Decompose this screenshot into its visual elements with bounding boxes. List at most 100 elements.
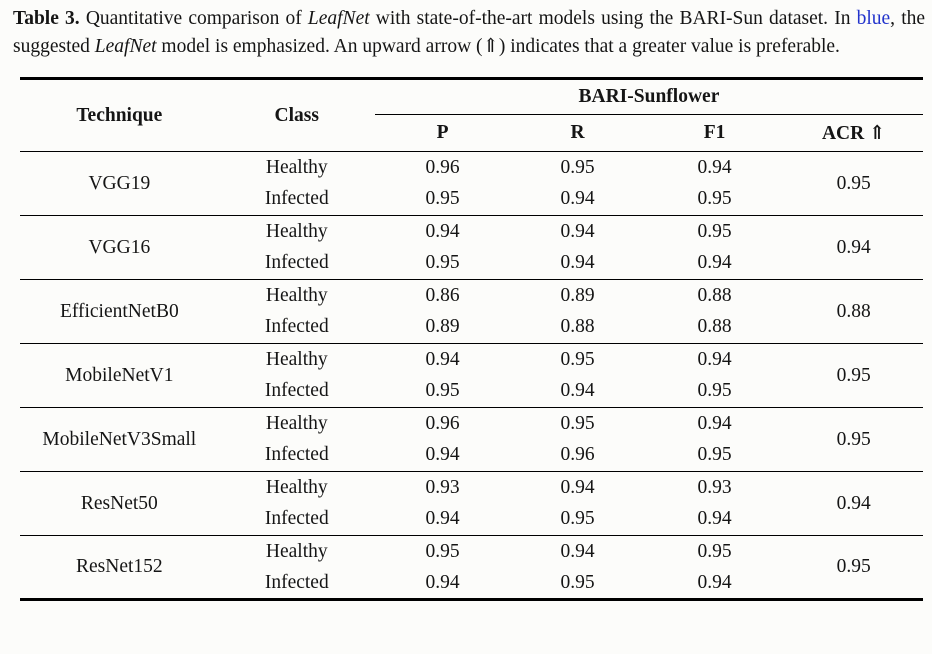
caption-blue-word: blue <box>856 8 891 29</box>
caption-text-3: , the suggested <box>13 8 926 57</box>
class-cell: Infected <box>264 444 329 466</box>
caption-leafnet-2: LeafNet <box>94 36 157 57</box>
metric-cell: 0.95 <box>425 252 460 274</box>
model-group-vgg19: VGG19 Healthy 0.96 0.95 0.94 0.95 Infect… <box>20 151 923 216</box>
caption-text-4: model is emphasized. An upward arrow (⇑)… <box>156 36 840 57</box>
table-caption: Table 3. Quantitative comparison of Leaf… <box>13 5 925 61</box>
model-group-mobilenetv3small: MobileNetV3Small Healthy 0.96 0.95 0.94 … <box>20 407 923 472</box>
metric-cell: 0.89 <box>425 316 460 338</box>
table-row: Infected 0.94 0.95 0.94 <box>20 568 923 600</box>
metric-cell: 0.94 <box>425 348 460 370</box>
metric-cell: 0.95 <box>560 348 595 370</box>
table-row: ResNet50 Healthy 0.93 0.94 0.93 0.94 <box>20 472 923 514</box>
acr-cell: 0.95 <box>836 364 871 386</box>
metric-cell: 0.95 <box>697 444 732 466</box>
model-group-mobilenetv1: MobileNetV1 Healthy 0.94 0.95 0.94 0.95 … <box>20 343 923 408</box>
metric-cell: 0.94 <box>425 571 460 593</box>
metric-cell: 0.93 <box>425 476 460 498</box>
caption-text-2: with state-of-the-art models using the B… <box>369 8 857 29</box>
metric-cell: 0.94 <box>425 220 460 242</box>
table-row: ResNet152 Healthy 0.95 0.94 0.95 0.95 <box>20 536 923 577</box>
metric-cell: 0.93 <box>697 476 732 498</box>
class-cell: Healthy <box>265 284 328 306</box>
acr-cell: 0.88 <box>836 300 871 322</box>
results-table: Technique Class BARI-Sunflower P R F1 AC… <box>20 77 923 601</box>
technique-cell: MobileNetV3Small <box>42 428 197 450</box>
acr-cell: 0.94 <box>836 236 871 258</box>
table-row: Infected 0.95 0.94 0.95 <box>20 184 923 216</box>
col-header-acr: ACR ⇑ <box>821 123 886 144</box>
metric-cell: 0.95 <box>425 188 460 210</box>
metric-cell: 0.95 <box>560 412 595 434</box>
table-row: Infected 0.94 0.96 0.95 <box>20 440 923 472</box>
metric-cell: 0.94 <box>560 220 595 242</box>
col-header-technique: Technique <box>76 104 163 126</box>
technique-cell: ResNet50 <box>80 492 158 514</box>
caption-text-1: Quantitative comparison of <box>79 8 308 29</box>
metric-cell: 0.95 <box>697 220 732 242</box>
class-cell: Healthy <box>265 220 328 242</box>
class-cell: Healthy <box>265 412 328 434</box>
class-cell: Infected <box>264 380 329 402</box>
metric-cell: 0.94 <box>560 380 595 402</box>
metric-cell: 0.88 <box>697 284 732 306</box>
header-row-metrics: P R F1 ACR ⇑ <box>20 115 923 152</box>
col-header-precision: P <box>436 122 449 143</box>
metric-cell: 0.94 <box>697 508 732 530</box>
metric-cell: 0.94 <box>560 188 595 210</box>
metric-cell: 0.94 <box>697 156 732 178</box>
metric-cell: 0.94 <box>425 508 460 530</box>
class-cell: Healthy <box>265 540 328 562</box>
acr-cell: 0.95 <box>836 428 871 450</box>
technique-cell: EfficientNetB0 <box>59 300 179 322</box>
metric-cell: 0.95 <box>560 508 595 530</box>
metric-cell: 0.94 <box>697 252 732 274</box>
class-cell: Infected <box>264 188 329 210</box>
metric-cell: 0.95 <box>697 380 732 402</box>
table-row: VGG19 Healthy 0.96 0.95 0.94 0.95 <box>20 152 923 194</box>
metric-cell: 0.94 <box>560 540 595 562</box>
class-cell: Infected <box>264 571 329 593</box>
metric-cell: 0.96 <box>425 156 460 178</box>
metric-cell: 0.94 <box>560 252 595 274</box>
metric-cell: 0.96 <box>560 444 595 466</box>
metric-cell: 0.94 <box>697 571 732 593</box>
metric-cell: 0.89 <box>560 284 595 306</box>
table-row: Infected 0.95 0.94 0.95 <box>20 376 923 408</box>
model-group-efficientnetb0: EfficientNetB0 Healthy 0.86 0.89 0.88 0.… <box>20 279 923 344</box>
model-group-resnet50: ResNet50 Healthy 0.93 0.94 0.93 0.94 Inf… <box>20 471 923 536</box>
class-cell: Healthy <box>265 156 328 178</box>
col-header-f1: F1 <box>703 122 726 143</box>
header-row-top: Technique Class BARI-Sunflower <box>20 78 923 126</box>
technique-cell: MobileNetV1 <box>65 364 174 386</box>
class-cell: Infected <box>264 316 329 338</box>
metric-cell: 0.95 <box>697 540 732 562</box>
model-group-vgg16: VGG16 Healthy 0.94 0.94 0.95 0.94 Infect… <box>20 215 923 280</box>
col-header-class: Class <box>274 104 319 126</box>
class-cell: Healthy <box>265 348 328 370</box>
technique-cell: ResNet152 <box>76 556 163 577</box>
col-header-recall: R <box>570 122 585 143</box>
table-row: Infected 0.95 0.94 0.94 <box>20 248 923 280</box>
metric-cell: 0.94 <box>560 476 595 498</box>
metric-cell: 0.95 <box>560 156 595 178</box>
table-row: MobileNetV3Small Healthy 0.96 0.95 0.94 … <box>20 408 923 450</box>
metric-cell: 0.96 <box>425 412 460 434</box>
table-row: EfficientNetB0 Healthy 0.86 0.89 0.88 0.… <box>20 280 923 322</box>
metric-cell: 0.95 <box>697 188 732 210</box>
acr-cell: 0.94 <box>836 492 871 514</box>
metric-cell: 0.88 <box>697 316 732 338</box>
class-cell: Healthy <box>265 476 328 498</box>
class-cell: Infected <box>264 252 329 274</box>
metric-cell: 0.88 <box>560 316 595 338</box>
acr-cell: 0.95 <box>836 556 871 577</box>
acr-cell: 0.95 <box>836 172 871 194</box>
table-row: Infected 0.94 0.95 0.94 <box>20 504 923 536</box>
metric-cell: 0.95 <box>560 571 595 593</box>
metric-cell: 0.94 <box>697 412 732 434</box>
caption-label: Table 3. <box>13 8 80 29</box>
table-row: Infected 0.89 0.88 0.88 <box>20 312 923 344</box>
table-row: VGG16 Healthy 0.94 0.94 0.95 0.94 <box>20 216 923 258</box>
metric-cell: 0.86 <box>425 284 460 306</box>
metric-cell: 0.95 <box>425 380 460 402</box>
